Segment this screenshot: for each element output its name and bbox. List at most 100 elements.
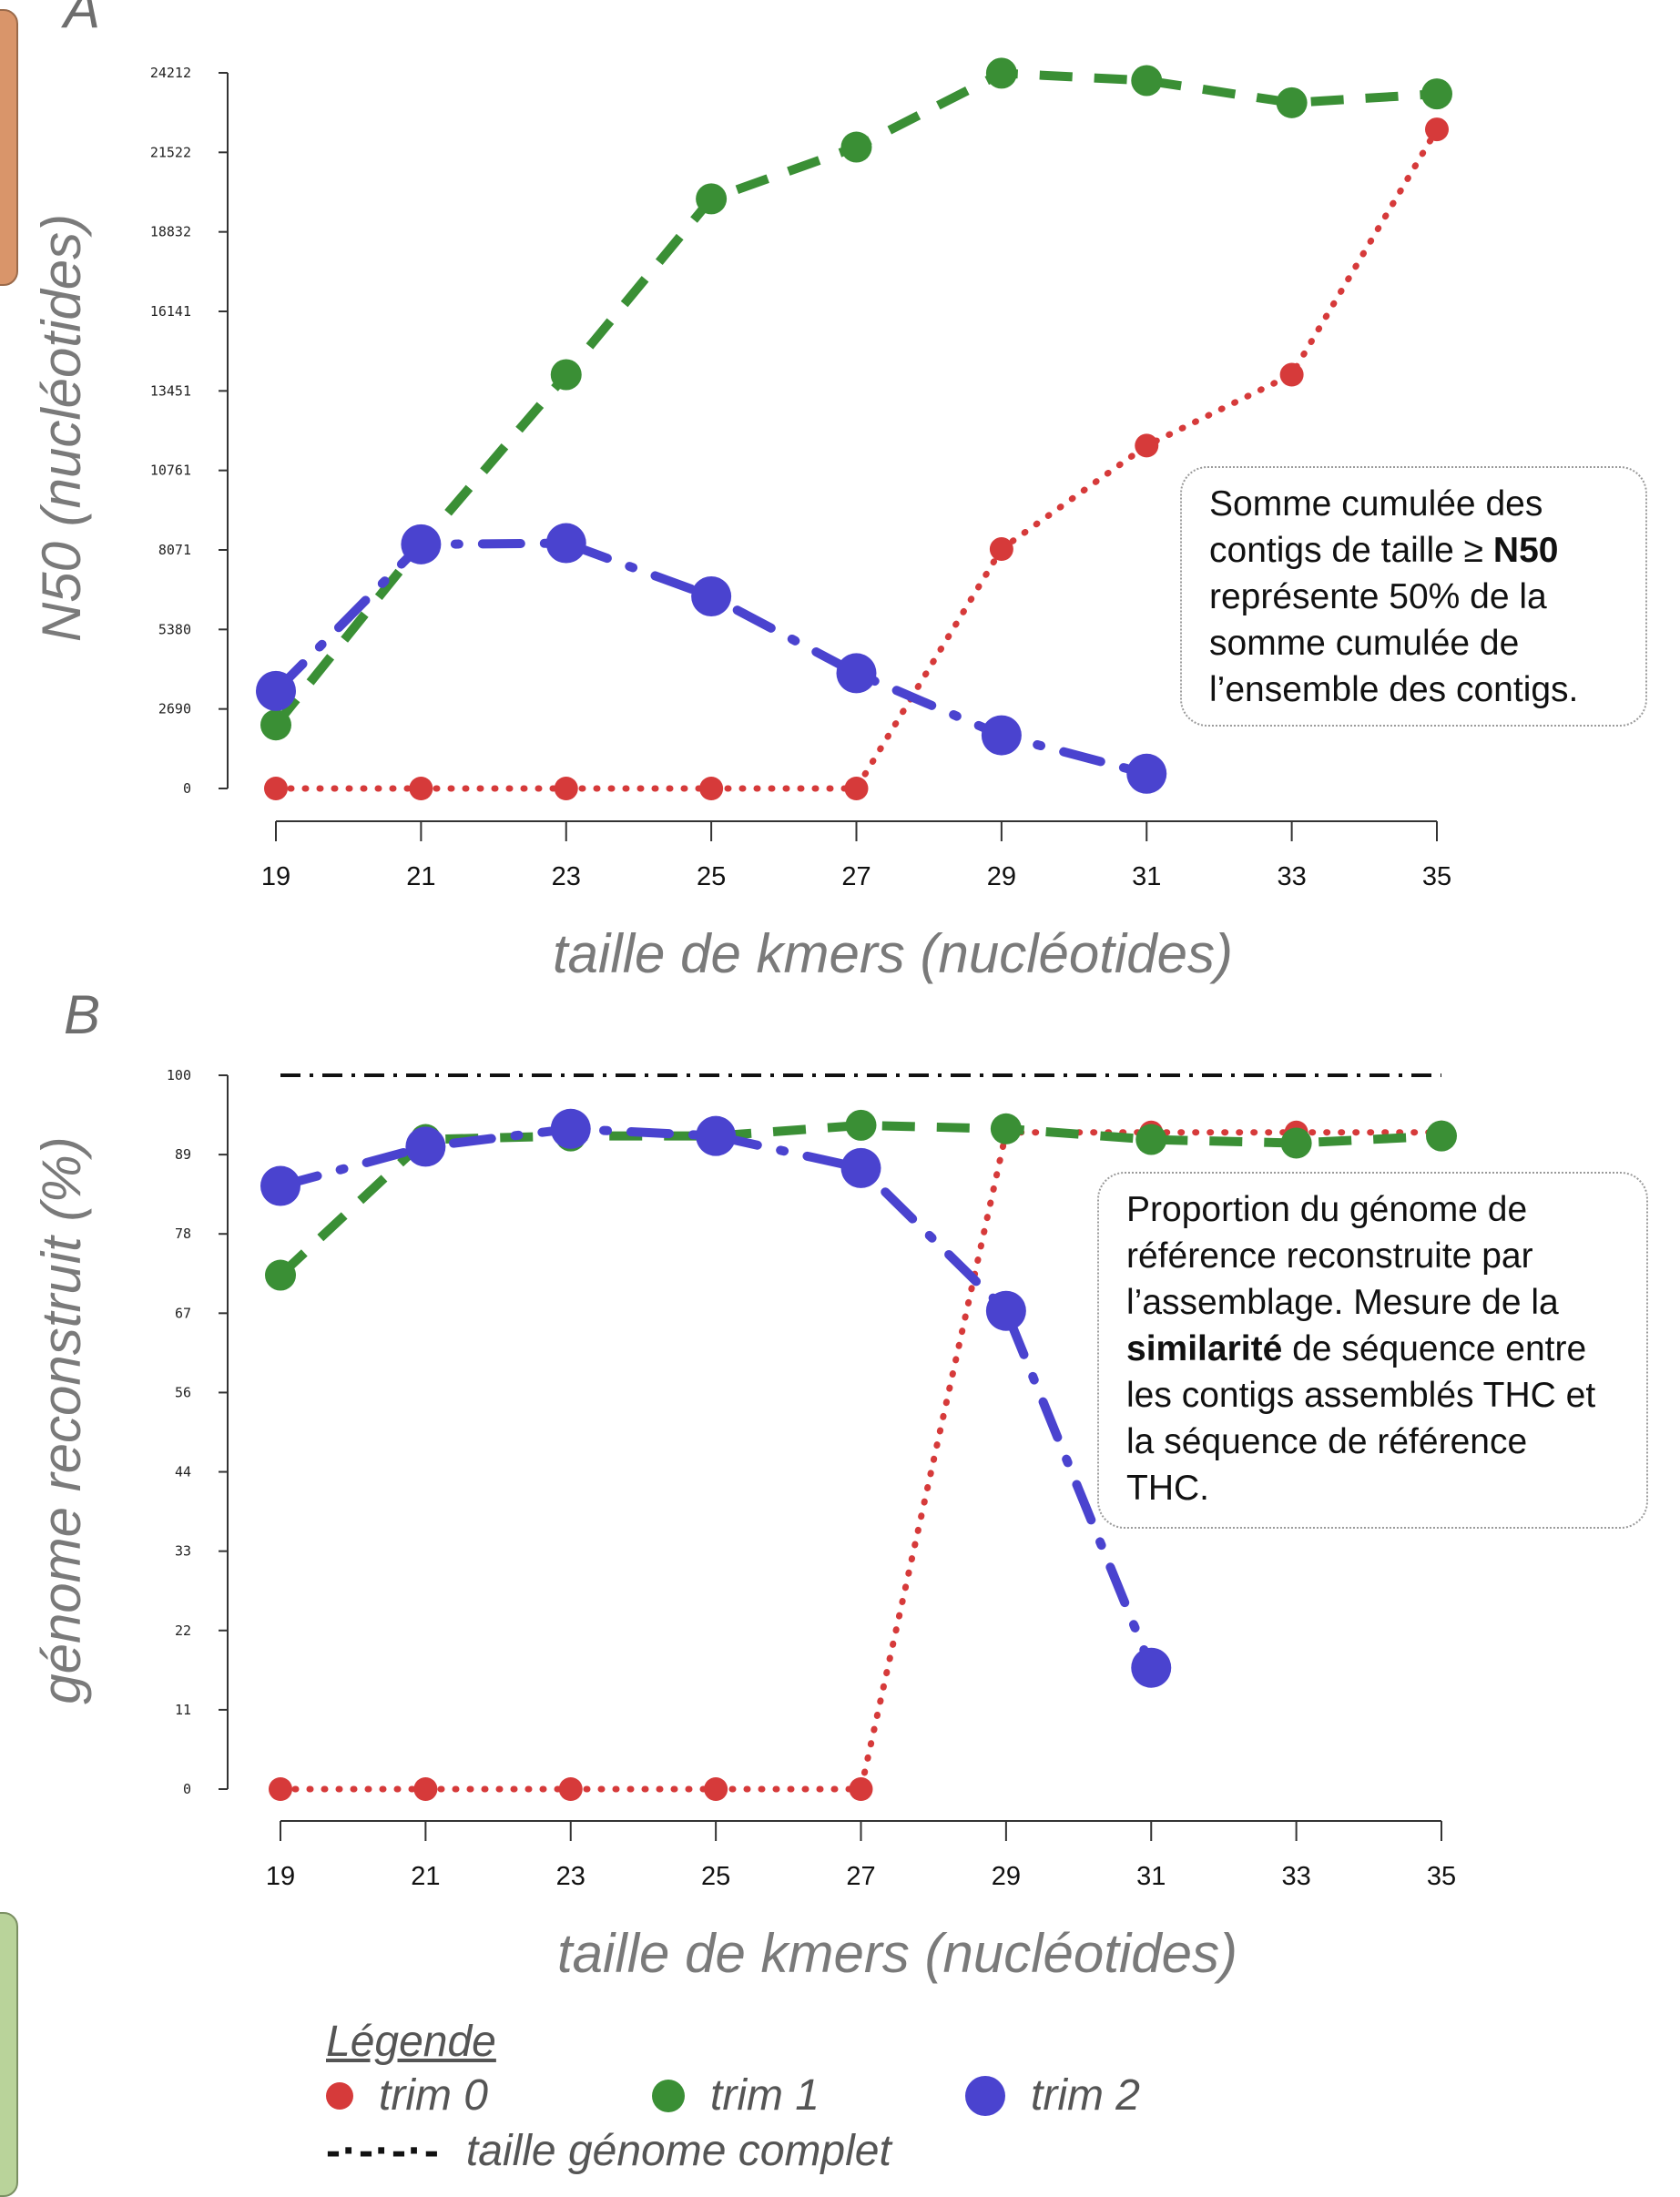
data-point-b-trim0 bbox=[558, 1777, 583, 1801]
y-tick-label-a: 8071 bbox=[158, 542, 191, 558]
x-tick-label-a: 35 bbox=[1422, 862, 1451, 891]
data-point-b-trim1 bbox=[265, 1259, 296, 1291]
data-point-a-trim0 bbox=[1425, 117, 1449, 142]
data-point-b-trim2 bbox=[840, 1147, 881, 1188]
y-tick-label-a: 0 bbox=[183, 780, 191, 797]
data-point-a-trim0 bbox=[409, 777, 433, 800]
data-point-a-trim1 bbox=[696, 183, 728, 215]
x-tick-label-a: 33 bbox=[1277, 862, 1306, 891]
data-point-a-trim1 bbox=[1131, 65, 1163, 97]
x-tick-label-a: 29 bbox=[987, 862, 1016, 891]
y-tick-label-b: 22 bbox=[175, 1622, 191, 1639]
legend-series-row: trim 0 trim 1 trim 2 bbox=[326, 2070, 1213, 2121]
legend-item-trim2: trim 2 bbox=[965, 2070, 1140, 2121]
data-point-a-trim0 bbox=[554, 777, 578, 800]
data-point-b-trim1 bbox=[845, 1109, 877, 1141]
x-tick-label-b: 29 bbox=[992, 1862, 1021, 1891]
y-axis-label-b: génome reconstruit (%) bbox=[31, 1136, 92, 1704]
data-point-a-trim2 bbox=[1126, 753, 1167, 794]
x-axis-label-a: taille de kmers (nucléotides) bbox=[553, 923, 1233, 984]
y-tick-label-a: 13451 bbox=[150, 382, 191, 399]
y-tick-label-b: 56 bbox=[175, 1384, 191, 1400]
panel-label-b: B bbox=[64, 984, 100, 1045]
y-tick-label-a: 18832 bbox=[150, 224, 191, 240]
data-point-b-trim2 bbox=[260, 1165, 300, 1206]
data-point-a-trim1 bbox=[1276, 86, 1308, 118]
legend-reference-symbol: -·-·-·- bbox=[326, 2127, 441, 2175]
data-point-a-trim0 bbox=[264, 777, 288, 800]
data-point-a-trim1 bbox=[260, 709, 291, 741]
x-tick-label-a: 31 bbox=[1132, 862, 1161, 891]
x-tick-label-a: 21 bbox=[406, 862, 435, 891]
legend-label-trim2: trim 2 bbox=[1031, 2071, 1140, 2120]
data-point-a-trim0 bbox=[844, 777, 869, 800]
legend-reference-label: taille génome complet bbox=[465, 2127, 891, 2175]
data-point-a-trim1 bbox=[1421, 78, 1452, 110]
y-tick-label-b: 33 bbox=[175, 1543, 191, 1560]
y-tick-label-a: 2690 bbox=[158, 701, 191, 717]
series-line-b-trim2 bbox=[276, 1124, 1156, 1673]
data-point-a-trim2 bbox=[836, 653, 877, 694]
y-tick-label-b: 89 bbox=[175, 1146, 191, 1163]
y-tick-label-b: 100 bbox=[167, 1067, 191, 1083]
data-point-b-trim2 bbox=[985, 1290, 1026, 1331]
legend-title: Légende bbox=[326, 2018, 496, 2066]
legend-label-trim0: trim 0 bbox=[379, 2071, 488, 2120]
x-tick-label-a: 25 bbox=[697, 862, 726, 891]
y-tick-label-b: 78 bbox=[175, 1226, 191, 1242]
data-point-b-trim2 bbox=[550, 1108, 591, 1149]
data-point-b-trim1 bbox=[990, 1113, 1022, 1144]
legend-item-trim0: trim 0 bbox=[326, 2070, 488, 2121]
data-point-b-trim1 bbox=[1135, 1124, 1167, 1155]
data-point-a-trim2 bbox=[256, 670, 296, 711]
data-point-a-trim2 bbox=[401, 524, 442, 565]
data-point-a-trim1 bbox=[840, 131, 872, 163]
data-point-b-trim0 bbox=[849, 1777, 873, 1801]
data-point-a-trim2 bbox=[545, 523, 586, 564]
y-tick-label-b: 67 bbox=[175, 1305, 191, 1321]
data-point-a-trim2 bbox=[981, 715, 1022, 756]
x-tick-label-a: 19 bbox=[261, 862, 290, 891]
data-point-b-trim2 bbox=[696, 1115, 737, 1156]
x-tick-label-a: 23 bbox=[552, 862, 581, 891]
data-point-a-trim0 bbox=[1279, 362, 1304, 387]
x-tick-label-b: 21 bbox=[411, 1862, 440, 1891]
x-tick-label-b: 19 bbox=[266, 1862, 295, 1891]
y-tick-label-a: 16141 bbox=[150, 303, 191, 320]
panel-label-a: A bbox=[61, 0, 100, 39]
y-tick-label-a: 21522 bbox=[150, 144, 191, 160]
legend-reference-row: -·-·-·- taille génome complet bbox=[326, 2126, 1213, 2176]
x-tick-label-b: 27 bbox=[846, 1862, 875, 1891]
data-point-b-trim0 bbox=[269, 1777, 292, 1801]
x-axis-label-b: taille de kmers (nucléotides) bbox=[557, 1923, 1237, 1984]
x-tick-label-b: 35 bbox=[1427, 1862, 1456, 1891]
data-point-a-trim0 bbox=[989, 537, 1013, 562]
y-axis-label-a: N50 (nucléotides) bbox=[31, 214, 92, 642]
y-tick-label-a: 5380 bbox=[158, 621, 191, 637]
y-tick-label-b: 0 bbox=[183, 1781, 191, 1797]
y-tick-label-a: 10761 bbox=[150, 463, 191, 479]
data-point-b-trim0 bbox=[413, 1777, 438, 1801]
annotation-genome: Proportion du génome de référence recons… bbox=[1097, 1172, 1648, 1529]
data-point-b-trim2 bbox=[1131, 1647, 1172, 1688]
y-tick-label-a: 24212 bbox=[150, 65, 191, 81]
x-tick-label-b: 31 bbox=[1136, 1862, 1166, 1891]
data-point-a-trim0 bbox=[1135, 433, 1159, 458]
annotation-n50: Somme cumulée des contigs de taille ≥ N5… bbox=[1180, 466, 1647, 727]
x-tick-label-b: 23 bbox=[556, 1862, 585, 1891]
legend-marker-trim1 bbox=[652, 2079, 685, 2112]
y-tick-label-b: 11 bbox=[175, 1702, 191, 1718]
data-point-b-trim0 bbox=[704, 1777, 728, 1801]
data-point-a-trim2 bbox=[691, 575, 732, 616]
x-tick-label-b: 25 bbox=[701, 1862, 730, 1891]
data-point-a-trim1 bbox=[550, 359, 582, 391]
data-point-b-trim1 bbox=[1426, 1120, 1457, 1152]
data-point-a-trim0 bbox=[699, 777, 724, 800]
data-point-b-trim2 bbox=[405, 1126, 446, 1167]
x-tick-label-b: 33 bbox=[1281, 1862, 1310, 1891]
data-point-a-trim1 bbox=[985, 57, 1017, 89]
legend-label-trim1: trim 1 bbox=[710, 2071, 820, 2120]
data-point-b-trim1 bbox=[1280, 1127, 1312, 1159]
legend-marker-trim2 bbox=[965, 2075, 1005, 2116]
